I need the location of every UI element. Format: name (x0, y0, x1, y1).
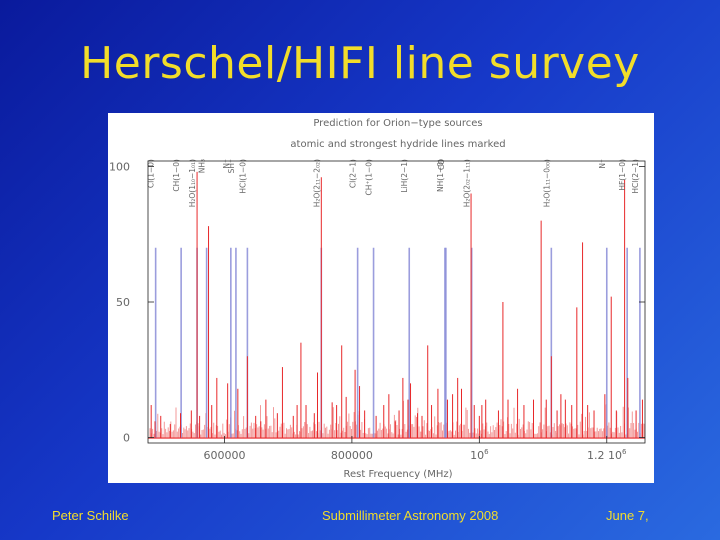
footer-event: Submillimeter Astronomy 2008 (322, 508, 499, 523)
x-tick-exponent: 6 (622, 448, 627, 456)
marked-line-label: HF(1−0) (618, 159, 627, 191)
chart-panel: Prediction for Orion−type sources atomic… (108, 113, 654, 483)
marked-line-label: H₂O(2₁₁−2₀₂) (312, 159, 321, 207)
slide-title: Herschel/HIFI line survey (80, 38, 640, 89)
marked-line-label: H₂O(1₁₁−0₀₀) (542, 159, 551, 207)
spectrum-chart: Prediction for Orion−type sources atomic… (109, 118, 646, 480)
chart-title: Prediction for Orion−type sources (313, 118, 482, 129)
marked-lines-group (154, 247, 641, 438)
x-tick-label: 1.2 106 (587, 448, 627, 462)
marked-line-label: SH⁺ (227, 159, 236, 173)
marked-line-label: CH⁺(1−0) (365, 159, 374, 196)
x-tick-label: 106 (470, 448, 489, 462)
chart-subtitle: atomic and strongest hydride lines marke… (290, 139, 505, 150)
footer-date: June 7, (606, 508, 649, 523)
spectrum-peaks-group (150, 171, 643, 438)
x-axis-label: Rest Frequency (MHz) (344, 469, 453, 480)
marked-line-label: NH₃ (198, 159, 207, 173)
x-tick-label: 600000 (203, 449, 245, 462)
marked-line-label: CH(1−0) (172, 159, 181, 192)
marked-line-label: CI(1−0) (147, 159, 156, 188)
spectrum-fill-group (148, 400, 645, 439)
marked-line-label: NH(1−0) (436, 159, 445, 192)
x-tick-exponent: 6 (484, 448, 489, 456)
footer-author: Peter Schilke (52, 508, 129, 523)
axes-group: 0 50 100 600000 800000 106 1.2 106 (109, 160, 646, 462)
marked-line-label: H₂O(1₁₀−1₀₁) (188, 159, 197, 207)
y-tick-label: 50 (116, 296, 130, 309)
marked-line-label: N⁺ (598, 159, 607, 169)
marked-line-label: CI(2−1) (349, 159, 358, 188)
marked-line-label: H₂O(2₀₂−1₁₁) (463, 159, 472, 207)
y-tick-label: 100 (109, 160, 130, 173)
y-tick-label: 0 (123, 432, 130, 445)
plot-frame (147, 160, 646, 444)
marked-line-label: CO (437, 159, 446, 170)
x-tick-label: 800000 (331, 449, 373, 462)
marked-line-label: LiH(2−1) (400, 159, 409, 193)
marked-line-label: HCl(2−1) (631, 159, 640, 194)
line-labels-group: CI(1−0) CH(1−0) H₂O(1₁₀−1₀₁) NH₃ N⁺SH⁺ HCl(1−… (147, 159, 640, 207)
marked-line-label: N⁺ (222, 159, 231, 169)
marked-line-label: HCl(1−0) (238, 159, 247, 194)
